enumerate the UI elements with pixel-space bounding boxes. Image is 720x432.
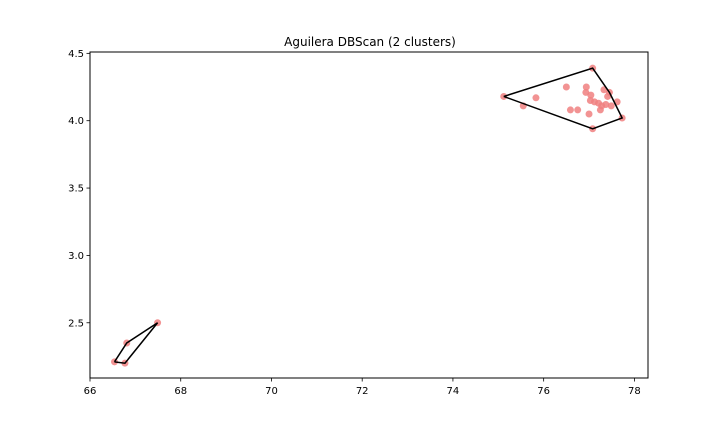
cluster-hull-0	[113, 322, 159, 364]
axes-frame	[89, 51, 649, 379]
x-tick-label: 78	[628, 386, 641, 397]
chart-title: Aguilera DBScan (2 clusters)	[284, 35, 456, 49]
data-point-8	[566, 106, 574, 114]
x-tick-label: 68	[174, 386, 187, 397]
x-tick-label: 72	[356, 386, 369, 397]
y-tick-label: 4.5	[68, 49, 84, 60]
y-tick-label: 3.0	[68, 251, 84, 262]
y-tick-label: 4.0	[68, 116, 84, 127]
y-tick-label: 2.5	[68, 318, 84, 329]
x-tick-label: 66	[84, 386, 97, 397]
data-point-22	[602, 101, 610, 109]
data-point-14	[587, 91, 595, 99]
x-axis: 66 68 70 72 74 76 78	[84, 378, 641, 397]
data-point-12	[585, 110, 593, 118]
data-point-7	[562, 83, 570, 91]
x-tick-label: 70	[265, 386, 278, 397]
y-tick-label: 3.5	[68, 184, 84, 195]
data-point-6	[532, 94, 540, 102]
x-tick-label: 74	[447, 386, 460, 397]
x-tick-label: 76	[537, 386, 550, 397]
data-point-11	[582, 83, 590, 91]
data-point-9	[574, 106, 582, 114]
hulls-layer	[113, 67, 624, 364]
cluster-hull-1	[503, 67, 624, 130]
data-point-25	[607, 102, 615, 110]
y-axis: 2.5 3.0 3.5 4.0 4.5	[68, 49, 90, 329]
